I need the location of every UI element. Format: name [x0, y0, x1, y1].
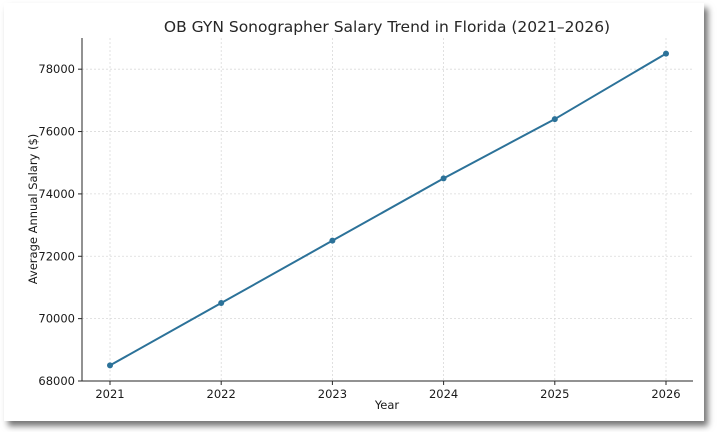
x-tick-label: 2026 [651, 387, 680, 401]
data-point [440, 175, 447, 182]
y-tick-label: 78000 [38, 62, 75, 76]
series-layer [107, 50, 669, 369]
data-point [551, 116, 558, 123]
y-axis-label: Average Annual Salary ($) [26, 134, 40, 285]
data-point [663, 50, 669, 57]
y-tick-label: 74000 [38, 187, 75, 201]
chart-title: OB GYN Sonographer Salary Trend in Flori… [164, 18, 610, 36]
chart-frame [4, 3, 704, 421]
axis-ticks: 2021 2022 2023 2024 2025 2026 68000 70000 72000 7… [38, 62, 680, 401]
x-tick-label: 2021 [95, 387, 124, 401]
data-point [218, 300, 225, 307]
data-point [107, 362, 113, 369]
grid-lines [82, 38, 693, 382]
x-tick-label: 2025 [540, 387, 569, 401]
y-tick-label: 70000 [38, 312, 75, 326]
y-tick-label: 72000 [38, 249, 75, 263]
series-line [109, 52, 667, 367]
x-axis-label: Year [374, 398, 400, 412]
x-tick-label: 2023 [318, 387, 347, 401]
y-tick-label: 68000 [38, 374, 75, 388]
y-tick-label: 76000 [38, 125, 75, 139]
x-tick-label: 2022 [207, 387, 236, 401]
data-point [329, 237, 336, 244]
axes-spines [81, 38, 693, 382]
x-tick-label: 2024 [429, 387, 458, 401]
